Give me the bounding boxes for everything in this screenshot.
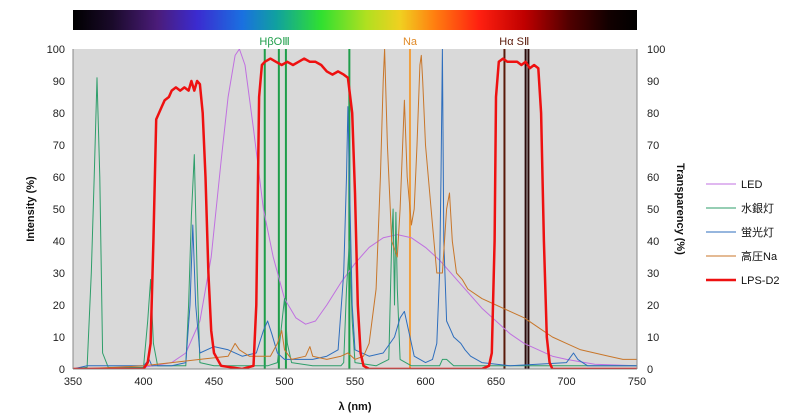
x-tick-label: 600	[416, 376, 434, 388]
x-tick-label: 700	[557, 376, 575, 388]
y-axis-title-right: Transparency (%)	[674, 163, 686, 255]
y-tick-label-right: 90	[647, 76, 659, 88]
y-tick-label-left: 30	[53, 268, 65, 280]
legend-label-2: 蛍光灯	[741, 225, 774, 239]
series-line-0	[73, 49, 637, 369]
y-tick-label-left: 0	[59, 364, 65, 376]
x-axis-title: λ (nm)	[339, 401, 372, 413]
series-line-3	[73, 49, 637, 369]
y-tick-label-right: 80	[647, 108, 659, 120]
y-tick-label-left: 90	[53, 76, 65, 88]
y-tick-label-left: 20	[53, 300, 65, 312]
y-tick-label-left: 70	[53, 140, 65, 152]
series-line-2	[73, 49, 637, 369]
x-tick-label: 350	[64, 376, 82, 388]
y-tick-label-right: 70	[647, 140, 659, 152]
y-tick-label-right: 50	[647, 204, 659, 216]
annotation-label-1: Na	[403, 36, 418, 48]
x-tick-label: 400	[134, 376, 152, 388]
y-tick-label-left: 100	[47, 44, 65, 56]
x-tick-label: 500	[275, 376, 293, 388]
y-tick-label-right: 20	[647, 300, 659, 312]
y-tick-label-right: 100	[647, 44, 665, 56]
annotation-label-0: HβOⅢ	[259, 36, 289, 48]
x-tick-label: 650	[487, 376, 505, 388]
spectrum-bar	[73, 10, 637, 30]
x-tick-label: 450	[205, 376, 223, 388]
y-tick-label-left: 10	[53, 332, 65, 344]
y-tick-label-right: 60	[647, 172, 659, 184]
y-tick-label-right: 40	[647, 236, 659, 248]
x-tick-label: 550	[346, 376, 364, 388]
y-tick-label-right: 0	[647, 364, 653, 376]
legend-label-3: 高圧Na	[741, 249, 778, 263]
y-tick-label-right: 10	[647, 332, 659, 344]
y-tick-label-left: 80	[53, 108, 65, 120]
y-tick-label-left: 50	[53, 204, 65, 216]
y-tick-label-right: 30	[647, 268, 659, 280]
x-tick-label: 750	[628, 376, 646, 388]
legend-label-0: LED	[741, 179, 762, 191]
annotation-label-2: Hα SⅡ	[499, 36, 529, 48]
y-axis-title-left: Intensity (%)	[25, 176, 37, 242]
legend-label-4: LPS-D2	[741, 275, 780, 287]
series-line-4	[73, 57, 637, 369]
y-tick-label-left: 60	[53, 172, 65, 184]
legend-label-1: 水銀灯	[741, 201, 774, 215]
y-tick-label-left: 40	[53, 236, 65, 248]
